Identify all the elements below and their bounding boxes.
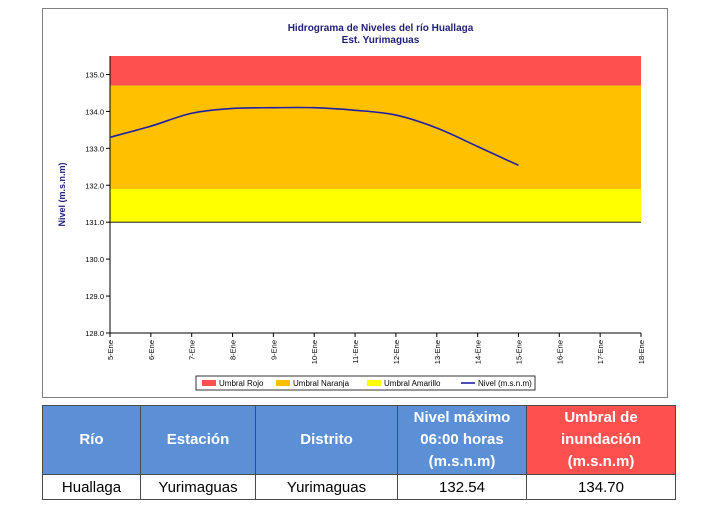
table-header-row: Río Estación Distrito Nivel máximo 06:00… (42, 405, 676, 475)
legend-label: Umbral Naranja (293, 379, 350, 388)
header-estacion: Estación (140, 405, 256, 475)
x-tick-label: 13-Ene (433, 340, 442, 364)
x-tick-label: 11-Ene (351, 340, 360, 364)
legend-swatch (202, 380, 216, 386)
band-umbral-amarillo (110, 188, 641, 223)
chart-subtitle: Est. Yurimaguas (342, 35, 420, 46)
chart-container: Hidrograma de Niveles del río Huallaga Es… (42, 8, 668, 398)
y-tick-label: 135.0 (85, 70, 104, 79)
x-tick-label: 10-Ene (310, 340, 319, 364)
x-tick-label: 8-Ene (229, 340, 238, 360)
cell-rio: Huallaga (42, 474, 141, 500)
y-tick-label: 133.0 (85, 144, 104, 153)
cell-umbral-inundacion: 134.70 (526, 474, 676, 500)
y-tick-label: 132.0 (85, 181, 104, 190)
series-line-nivel (109, 106, 519, 167)
chart-title: Hidrograma de Niveles del río Huallaga (288, 23, 474, 34)
river-level-table: Río Estación Distrito Nivel máximo 06:00… (42, 405, 676, 500)
x-tick-label: 15-Ene (514, 340, 523, 364)
y-tick-label: 130.0 (85, 255, 104, 264)
x-tick-label: 6-Ene (147, 340, 156, 360)
x-tick-label: 5-Ene (106, 340, 115, 360)
band-umbral-naranja (110, 85, 641, 189)
x-tick-label: 12-Ene (392, 340, 401, 364)
x-tick-label: 17-Ene (596, 340, 605, 364)
y-tick-label: 129.0 (85, 292, 104, 301)
y-tick-label: 134.0 (85, 107, 104, 116)
x-tick-label: 7-Ene (188, 340, 197, 360)
y-tick-label: 128.0 (85, 329, 104, 338)
y-tick-label: 131.0 (85, 218, 104, 227)
legend-label: Umbral Rojo (219, 379, 264, 388)
legend-swatch (276, 380, 290, 386)
header-umbral-inundacion: Umbral de inundación (m.s.n.m) (526, 405, 676, 475)
y-axis-label: Nivel (m.s.n.m) (57, 162, 67, 226)
header-nivel-maximo: Nivel máximo 06:00 horas (m.s.n.m) (397, 405, 527, 475)
cell-distrito: Yurimaguas (255, 474, 398, 500)
x-tick-label: 18-Ene (637, 340, 646, 364)
legend-label: Umbral Amarillo (384, 379, 441, 388)
legend-label: Nivel (m.s.n.m) (478, 379, 532, 388)
legend-swatch (367, 380, 381, 386)
x-tick-label: 9-Ene (269, 340, 278, 360)
legend-box (195, 375, 536, 391)
hydrograph-chart: Hidrograma de Niveles del río HuallagaEs… (57, 23, 646, 391)
header-rio: Río (42, 405, 141, 475)
x-tick-label: 14-Ene (474, 340, 483, 364)
band-umbral-rojo (110, 56, 641, 86)
cell-nivel-maximo: 132.54 (397, 474, 527, 500)
cell-estacion: Yurimaguas (140, 474, 256, 500)
header-distrito: Distrito (255, 405, 398, 475)
table-row: Huallaga Yurimaguas Yurimaguas 132.54 13… (42, 474, 676, 500)
x-tick-label: 16-Ene (555, 340, 564, 364)
